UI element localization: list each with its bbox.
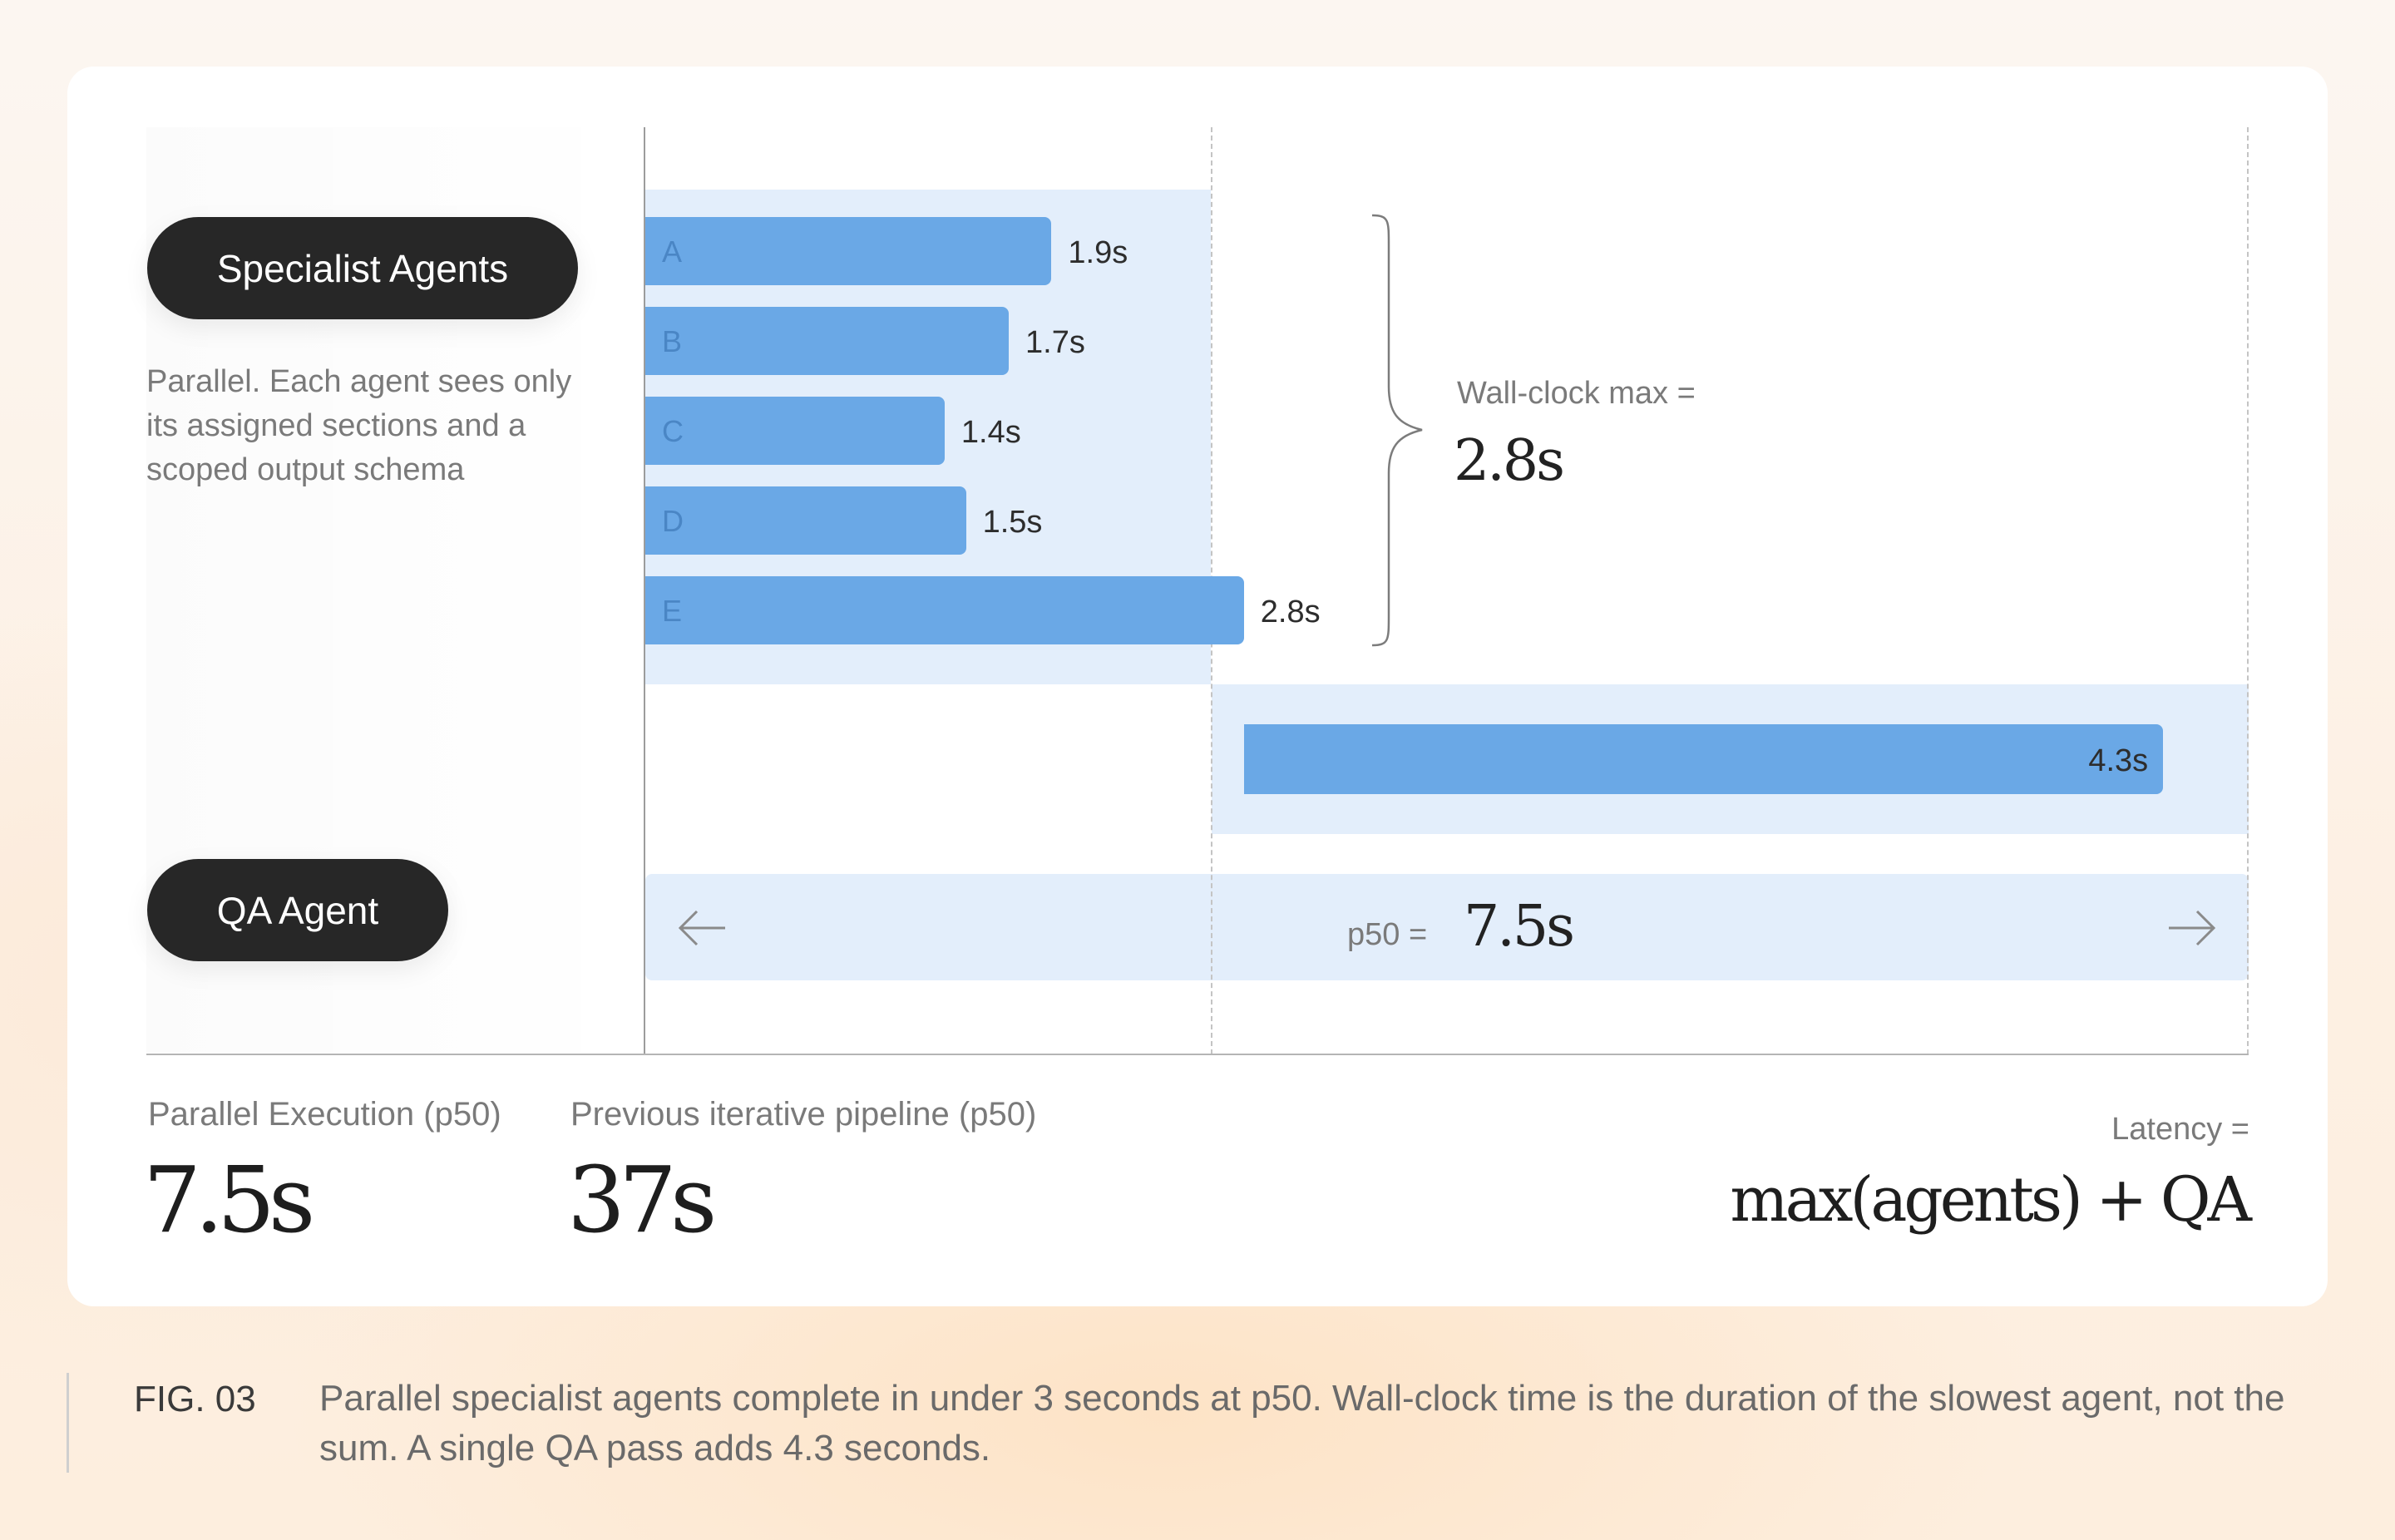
agent-bar-c [645, 397, 945, 465]
agent-value-e: 2.8s [1260, 595, 1321, 629]
y-axis-line [644, 127, 645, 1054]
agent-bar-d [645, 486, 966, 555]
previous-pipeline-value: 37s [567, 1147, 717, 1253]
agent-value-a: 1.9s [1068, 235, 1128, 270]
agent-bar-b [645, 307, 1009, 375]
qa-agent-label: QA Agent [216, 888, 379, 932]
agent-bar-a [645, 217, 1052, 285]
agent-value-b: 1.7s [1025, 325, 1085, 360]
previous-pipeline-label: Previous iterative pipeline (p50) [570, 1096, 1037, 1133]
brace-icon [1371, 214, 1423, 647]
figure-tag: FIG. 03 [134, 1379, 256, 1419]
parallel-execution-label: Parallel Execution (p50) [148, 1096, 501, 1133]
p50-value: 7.5s [1464, 894, 1575, 960]
caption-rule [67, 1373, 69, 1473]
parallel-execution-value: 7.5s [143, 1147, 315, 1253]
wall-clock-value: 2.8s [1454, 428, 1565, 494]
qa-bar [1243, 724, 2164, 794]
agent-letter-d: D [662, 504, 684, 538]
latency-label: Latency = [2111, 1112, 2249, 1147]
wall-clock-label: Wall-clock max = [1457, 376, 1696, 411]
qa-value-label: 4.3s [2088, 743, 2149, 778]
agent-bar-e [645, 576, 1244, 644]
arrow-right-icon [2169, 910, 2216, 946]
dash-divider-end [2247, 127, 2249, 1054]
agent-letter-a: A [662, 234, 683, 269]
total-band [645, 874, 2249, 980]
p50-label: p50 = [1347, 917, 1428, 952]
specialist-agents-label: Specialist Agents [216, 246, 509, 290]
agent-value-d: 1.5s [982, 505, 1043, 540]
qa-agent-pill: QA Agent [147, 859, 448, 961]
specialist-description: Parallel. Each agent sees only its assig… [146, 364, 572, 487]
arrow-left-icon [678, 910, 725, 946]
agent-letter-b: B [662, 324, 683, 358]
figure-caption: Parallel specialist agents complete in u… [319, 1378, 2285, 1468]
agent-letter-c: C [662, 414, 684, 448]
latency-formula: max(agents) + QA [1730, 1164, 2252, 1236]
x-axis-line [146, 1054, 2249, 1055]
agent-letter-e: E [662, 594, 683, 628]
specialist-agents-pill: Specialist Agents [147, 217, 578, 319]
agent-value-c: 1.4s [960, 415, 1021, 450]
